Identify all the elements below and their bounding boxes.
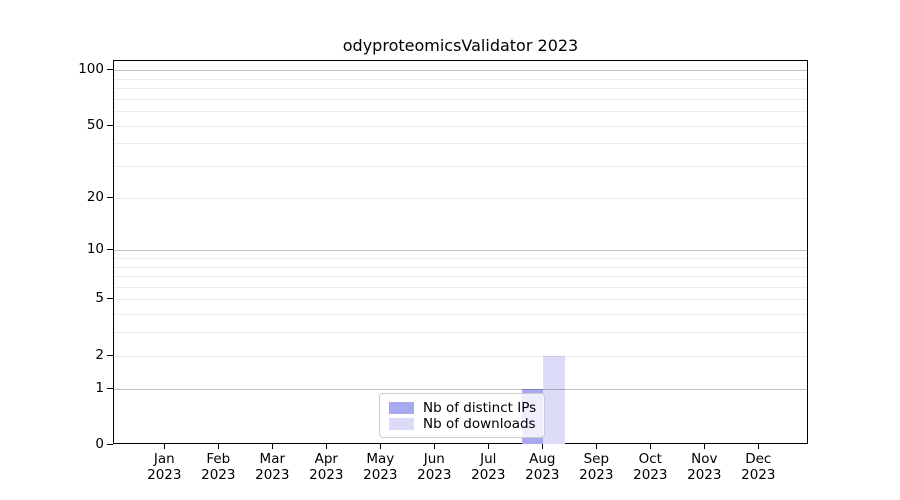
y-gridline-minor xyxy=(114,332,807,334)
x-tick-label: May 2023 xyxy=(352,451,408,483)
x-tick xyxy=(488,444,490,449)
y-tick xyxy=(107,354,113,356)
x-tick-year-label: 2023 xyxy=(363,467,398,483)
y-tick-label: 1 xyxy=(95,379,104,396)
y-gridline-minor xyxy=(114,88,807,90)
x-tick-label: Mar 2023 xyxy=(244,451,300,483)
x-tick-label: Oct 2023 xyxy=(622,451,678,483)
x-tick-year-label: 2023 xyxy=(525,467,560,483)
y-tick-label: 50 xyxy=(86,116,104,133)
y-gridline-minor xyxy=(114,166,807,168)
x-tick-label: Sep 2023 xyxy=(568,451,624,483)
y-gridline-major xyxy=(114,388,807,390)
plot-area: Nb of distinct IPs Nb of downloads xyxy=(113,60,808,444)
x-tick-label: Jul 2023 xyxy=(460,451,516,483)
x-tick-year-label: 2023 xyxy=(471,467,506,483)
x-tick-year-label: 2023 xyxy=(255,467,290,483)
y-tick-label: 2 xyxy=(95,346,104,363)
x-tick-label: Jan 2023 xyxy=(136,451,192,483)
x-tick-year-label: 2023 xyxy=(201,467,236,483)
x-tick-year-label: 2023 xyxy=(579,467,614,483)
y-gridline-minor xyxy=(114,258,807,259)
y-tick xyxy=(107,196,113,198)
x-tick-label: Jun 2023 xyxy=(406,451,462,483)
y-gridline-minor xyxy=(114,78,807,80)
x-tick xyxy=(596,444,598,449)
x-tick-year-label: 2023 xyxy=(147,467,182,483)
legend-label-distinct-ips: Nb of distinct IPs xyxy=(423,400,537,416)
y-gridline-minor xyxy=(114,314,807,316)
x-tick-label: Dec 2023 xyxy=(730,451,786,483)
x-tick xyxy=(218,444,220,449)
x-tick xyxy=(650,444,652,449)
y-gridline-major xyxy=(114,70,807,72)
y-gridline-minor xyxy=(114,266,807,268)
y-tick-label: 0 xyxy=(95,436,104,452)
x-tick-year-label: 2023 xyxy=(309,467,344,483)
x-tick xyxy=(758,444,760,449)
x-tick-label: Aug 2023 xyxy=(514,451,570,483)
bar-nb-of-downloads xyxy=(543,355,565,444)
y-tick xyxy=(107,444,113,445)
y-tick xyxy=(107,298,113,300)
x-tick xyxy=(704,444,706,449)
y-tick xyxy=(107,387,113,389)
x-tick xyxy=(272,444,274,449)
y-tick xyxy=(107,249,113,251)
y-gridline-minor xyxy=(114,98,807,100)
legend-swatch-distinct-ips-icon xyxy=(389,402,414,414)
x-tick-label: Nov 2023 xyxy=(676,451,732,483)
x-tick-year-label: 2023 xyxy=(417,467,452,483)
x-tick xyxy=(434,444,436,449)
x-tick xyxy=(542,444,544,449)
y-gridline-minor xyxy=(114,276,807,278)
legend-swatch-downloads-icon xyxy=(389,418,414,430)
y-gridline-minor xyxy=(114,355,807,357)
y-tick xyxy=(107,69,113,71)
y-tick-label: 100 xyxy=(78,61,104,78)
x-tick xyxy=(380,444,382,449)
y-tick-label: 5 xyxy=(95,290,104,307)
legend-row-distinct-ips: Nb of distinct IPs xyxy=(389,400,537,416)
legend-row-downloads: Nb of downloads xyxy=(389,416,536,432)
x-tick-year-label: 2023 xyxy=(741,467,776,483)
x-tick xyxy=(164,444,166,449)
y-gridline-major xyxy=(114,250,807,252)
y-gridline-minor xyxy=(114,299,807,301)
y-gridline-minor xyxy=(114,111,807,113)
x-tick-year-label: 2023 xyxy=(633,467,668,483)
y-gridline-minor xyxy=(114,143,807,145)
y-tick xyxy=(107,124,113,126)
y-tick-label: 20 xyxy=(86,188,104,205)
x-tick-label: Feb 2023 xyxy=(190,451,246,483)
y-gridline-minor xyxy=(114,286,807,288)
y-gridline-minor xyxy=(114,197,807,199)
x-tick-year-label: 2023 xyxy=(687,467,722,483)
legend: Nb of distinct IPs Nb of downloads xyxy=(379,393,545,438)
y-gridline-minor xyxy=(114,125,807,127)
legend-label-downloads: Nb of downloads xyxy=(423,416,536,432)
x-tick-label: Apr 2023 xyxy=(298,451,354,483)
y-tick-label: 10 xyxy=(86,241,104,258)
chart-title: odyproteomicsValidator 2023 xyxy=(342,36,579,55)
x-tick xyxy=(326,444,328,449)
